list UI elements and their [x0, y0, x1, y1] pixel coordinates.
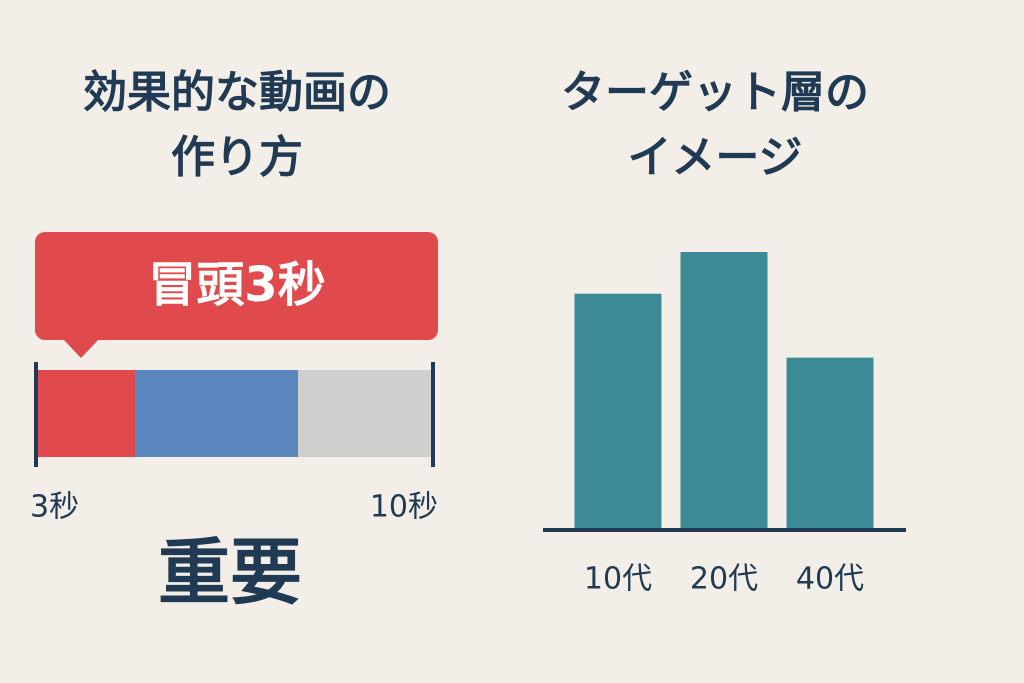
callout-pointer: [62, 338, 100, 358]
x-tick-label: 40代: [796, 562, 864, 597]
callout-box: [35, 232, 438, 340]
timeline-segment: [135, 370, 298, 457]
x-tick-label: 20代: [690, 562, 758, 597]
chart-title: イメージ: [627, 132, 802, 183]
emphasis: 重要: [158, 531, 302, 615]
left-title: 効果的な動画の: [83, 67, 391, 118]
start-label: 3秒: [30, 490, 79, 525]
bar: [574, 293, 662, 530]
bar: [680, 252, 768, 530]
left-title: 作り方: [171, 132, 303, 183]
x-tick-label: 10代: [584, 562, 652, 597]
bar: [786, 357, 874, 530]
timeline-segment: [36, 370, 135, 457]
chart-title: ターゲット層の: [561, 67, 869, 118]
timeline-segment: [298, 370, 433, 457]
end-label: 10秒: [370, 490, 438, 525]
callout-text: 冒頭3秒: [148, 257, 325, 313]
